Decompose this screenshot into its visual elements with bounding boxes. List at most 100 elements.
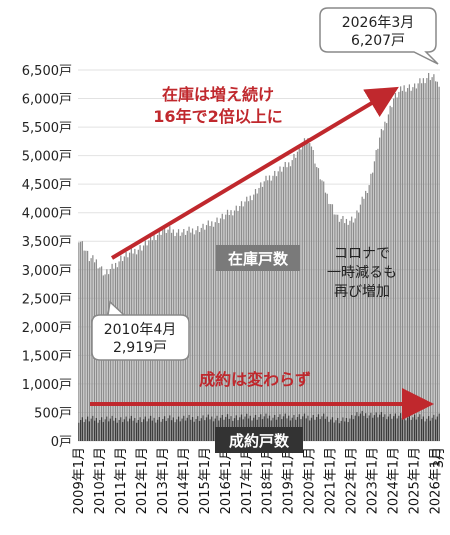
contract-bar <box>335 420 337 441</box>
inventory-bar <box>377 148 379 441</box>
inventory-bar <box>216 217 218 441</box>
inventory-bar <box>235 205 237 441</box>
inventory-bar <box>303 138 306 442</box>
inventory-bar <box>330 204 332 441</box>
callout-low-line1: 2010年4月 <box>104 322 177 338</box>
inventory-bar <box>391 107 393 442</box>
inventory-bar <box>226 209 229 441</box>
inventory-bar <box>428 72 430 441</box>
contract-bar <box>205 417 208 441</box>
x-tick-label: 2010年1月 <box>93 447 108 514</box>
y-tick-label: 1,000戸 <box>22 378 72 393</box>
inventory-bar <box>356 210 358 441</box>
contract-bar <box>125 416 127 441</box>
contract-bar <box>403 415 405 441</box>
contract-bar <box>396 418 398 441</box>
contract-bar <box>135 422 138 441</box>
contract-bar <box>176 419 178 441</box>
x-tick-label: 2021年1月 <box>324 447 339 514</box>
contract-bar <box>146 421 148 441</box>
contract-bar <box>200 418 202 441</box>
contract-bar <box>198 420 201 441</box>
inventory-bar <box>380 128 383 441</box>
contract-bar <box>169 415 171 441</box>
inventory-bar <box>200 227 202 441</box>
inventory-bar <box>284 161 286 442</box>
callout-low-box <box>91 300 190 361</box>
contract-bar <box>358 416 360 441</box>
contract-bar <box>174 422 176 441</box>
contract-bar <box>204 420 206 441</box>
inventory-bar <box>274 170 276 441</box>
inventory-bar <box>87 250 89 441</box>
inventory-bar <box>372 172 374 442</box>
inventory-bar <box>401 90 404 441</box>
inventory-bar <box>281 171 283 441</box>
inventory-bar <box>256 193 258 441</box>
contract-bar <box>123 419 125 441</box>
contract-bar <box>134 417 136 441</box>
contract-bar <box>165 420 167 441</box>
contract-bar <box>106 416 108 441</box>
covid-note-line3: 再び増加 <box>334 284 390 300</box>
inventory-bar <box>310 146 313 441</box>
contract-bar <box>151 420 153 441</box>
contract-bar <box>87 416 89 441</box>
contract-bar <box>387 416 390 441</box>
contract-bar <box>80 419 82 441</box>
contract-bar <box>207 414 209 441</box>
inventory-bar <box>237 210 239 441</box>
inventory-bar <box>326 193 328 441</box>
contract-bar <box>382 416 384 441</box>
contract-bar <box>368 415 370 441</box>
inventory-bar <box>379 137 381 441</box>
inventory-bar <box>218 223 220 441</box>
inventory-bar <box>221 213 223 441</box>
y-axis: 0戸 500戸 1,000戸 1,500戸 2,000戸 2,500戸 3,000戸 3,50… <box>22 64 72 450</box>
inventory-bar <box>272 175 274 441</box>
contract-bar <box>347 422 349 441</box>
callout-top-line1: 2026年3月 <box>342 15 415 31</box>
contract-bar <box>181 418 183 441</box>
inventory-bar <box>80 241 82 441</box>
inventory-bar <box>207 220 209 441</box>
inventory-bar <box>328 203 330 441</box>
contract-bar <box>424 421 426 441</box>
inventory-bar <box>361 196 363 441</box>
inventory-bar <box>205 225 208 441</box>
contract-bar <box>344 421 346 441</box>
contract-bar <box>436 416 438 441</box>
inventory-bar <box>429 80 431 442</box>
inventory-bar <box>431 77 433 441</box>
inventory-bar <box>223 219 225 441</box>
contract-bar <box>88 421 90 441</box>
contract-bar <box>121 422 124 441</box>
contract-bar <box>100 417 103 441</box>
x-tick-label: 2009年1月 <box>72 447 87 514</box>
inventory-bar <box>251 200 253 441</box>
inventory-bar <box>265 175 267 441</box>
contract-bar <box>104 419 106 441</box>
contract-bar <box>170 420 173 441</box>
contract-bar <box>324 418 327 441</box>
contract-bar <box>373 415 376 441</box>
x-tick-label: 2017年1月 <box>240 447 255 514</box>
contract-bar <box>209 419 211 441</box>
y-tick-label: 2,500戸 <box>22 292 72 307</box>
contract-bar <box>328 421 330 441</box>
inventory-bar <box>253 194 255 441</box>
inventory-bar <box>393 98 395 442</box>
inventory-bar <box>214 222 216 441</box>
contract-bar <box>195 418 197 441</box>
contract-bar <box>312 414 314 441</box>
inventory-bar <box>268 175 271 441</box>
inventory-bar <box>424 83 426 442</box>
inventory-bar <box>230 210 232 441</box>
contract-bar <box>177 416 180 441</box>
y-tick-label: 3,000戸 <box>22 264 72 279</box>
contract-bar <box>349 418 351 441</box>
inventory-bar <box>316 167 318 441</box>
callout-top-box <box>319 7 439 65</box>
contract-bar <box>352 419 355 441</box>
inventory-bar <box>198 232 201 441</box>
